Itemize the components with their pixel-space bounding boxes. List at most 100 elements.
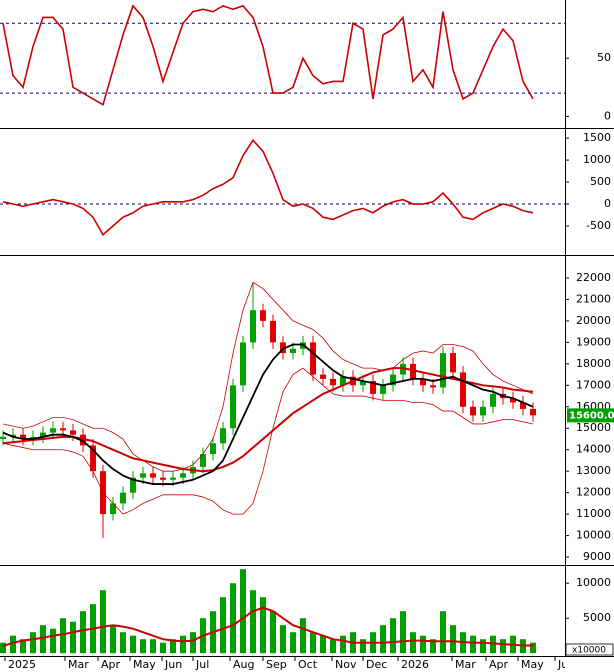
x-tick-label: Apr xyxy=(101,658,121,671)
volume-bar xyxy=(390,618,396,654)
candle-body xyxy=(430,385,436,388)
volume-bar xyxy=(40,625,46,654)
candle-body xyxy=(200,454,206,467)
volume-bar xyxy=(340,635,346,654)
y-tick-label: 12000 xyxy=(576,486,611,499)
volume-bar xyxy=(380,625,386,654)
candle-body xyxy=(60,428,66,431)
candle-body xyxy=(240,342,246,386)
candle-body xyxy=(20,434,26,439)
unit-box xyxy=(565,643,614,656)
y-tick-label: 22000 xyxy=(576,271,611,284)
y-tick-label: 15000 xyxy=(576,421,611,434)
volume-bar xyxy=(220,597,226,654)
candle-body xyxy=(490,393,496,407)
candle-body xyxy=(30,436,36,439)
y-tick-label: 18000 xyxy=(576,357,611,370)
x-tick-label: Oct xyxy=(298,658,318,671)
unit-label: x10000 xyxy=(572,646,606,656)
x-tick-label: Mar xyxy=(68,658,89,671)
candle-body xyxy=(270,320,276,343)
x-tick-label: Apr xyxy=(489,658,509,671)
candle-body xyxy=(530,408,536,416)
candle-body xyxy=(40,432,46,437)
volume-bar xyxy=(150,639,156,654)
candle-body xyxy=(470,406,476,416)
candle-body xyxy=(180,473,186,478)
last-price-label: 15600.00 xyxy=(569,410,614,421)
candle-body xyxy=(390,374,396,386)
volume-bar xyxy=(190,632,196,654)
x-tick-label: Jun xyxy=(557,658,575,671)
x-tick-label: Jun xyxy=(164,658,182,671)
volume-bar xyxy=(70,621,76,654)
volume-bar xyxy=(120,632,126,654)
y-tick-label: 1500 xyxy=(583,131,611,144)
candle-body xyxy=(340,376,346,386)
frame xyxy=(0,0,614,657)
volume-bar xyxy=(80,611,86,654)
y-tick-label: 9000 xyxy=(583,550,611,563)
x-tick-label: Dec xyxy=(366,658,387,671)
x-tick-label: May xyxy=(521,658,544,671)
candle-body xyxy=(410,363,416,379)
x-tick-label: 2026 xyxy=(401,658,429,671)
candle-body xyxy=(510,398,516,403)
candle-body xyxy=(10,434,16,437)
volume-bar xyxy=(0,642,6,654)
candle-body xyxy=(320,374,326,379)
y-tick-label: 17000 xyxy=(576,378,611,391)
candle-body xyxy=(520,402,526,409)
y-tick-label: 13000 xyxy=(576,464,611,477)
y-tick-label: 0 xyxy=(604,109,611,122)
volume-bar xyxy=(310,632,316,654)
y-tick-label: 50 xyxy=(597,51,611,64)
volume-bar xyxy=(360,639,366,654)
candle-body xyxy=(380,385,386,394)
volume-bar xyxy=(420,635,426,654)
y-tick-label: 10000 xyxy=(576,576,611,589)
candle-body xyxy=(370,381,376,394)
y-tick-label: 19000 xyxy=(576,335,611,348)
candle-body xyxy=(130,477,136,493)
volume-bar xyxy=(110,625,116,654)
candle-body xyxy=(110,503,116,515)
volume-bar xyxy=(240,569,246,654)
candle-body xyxy=(70,430,76,435)
candle-body xyxy=(120,492,126,504)
candle-body xyxy=(260,310,266,321)
volume-bar xyxy=(270,611,276,654)
candle-body xyxy=(440,353,446,388)
candle-body xyxy=(480,406,486,416)
candle-body xyxy=(0,436,6,439)
plots: 2025 Mar Apr May Jun Jul Aug Sep Oct Nov Dec 2026 Ma… xyxy=(0,4,575,671)
series-line xyxy=(2,343,534,485)
y-tick-label: 11000 xyxy=(576,507,611,520)
volume-bar xyxy=(400,611,406,654)
candle-body xyxy=(170,477,176,480)
volume-bar xyxy=(60,618,66,654)
y-tick-label: 0 xyxy=(604,197,611,210)
volume-bar xyxy=(250,590,256,654)
candle-body xyxy=(460,372,466,407)
volume-bar xyxy=(180,635,186,654)
volume-bar xyxy=(480,639,486,654)
candle-body xyxy=(90,445,96,472)
candle-body xyxy=(230,385,236,429)
candle-body xyxy=(140,473,146,478)
series-line xyxy=(2,367,534,515)
candle-body xyxy=(360,381,366,386)
volume-bar xyxy=(530,642,536,654)
volume-bar xyxy=(20,639,26,654)
candle-body xyxy=(80,434,86,446)
y-tick-label: 21000 xyxy=(576,292,611,305)
y-tick-label: 14000 xyxy=(576,443,611,456)
volume-bar xyxy=(290,632,296,654)
x-tick-label: Aug xyxy=(233,658,254,671)
series-line xyxy=(2,4,534,106)
last-price-box xyxy=(567,408,614,423)
candle-body xyxy=(290,348,296,354)
candle-body xyxy=(220,428,226,444)
volume-bar xyxy=(160,642,166,654)
